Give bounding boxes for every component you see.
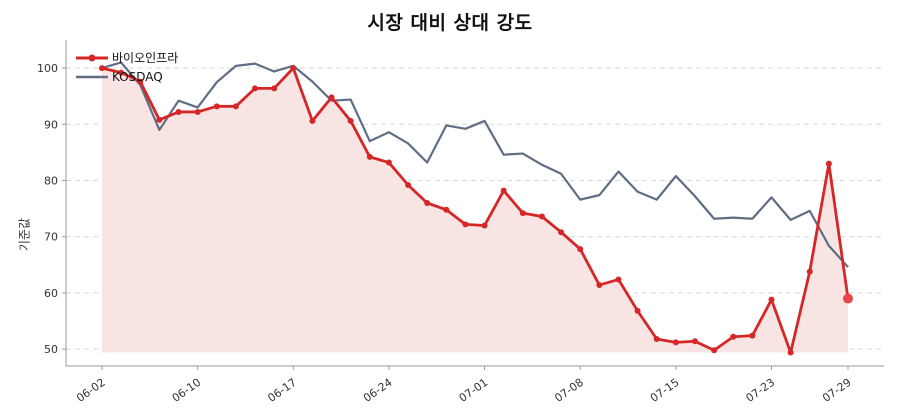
stock-point-3 xyxy=(156,116,163,123)
stock-point-0 xyxy=(99,65,105,72)
legend: 바이오인프라 KOSDAQ xyxy=(76,48,178,86)
x-tick-label-07-15: 07-15 xyxy=(648,376,682,405)
y-tick-label-80: 80 xyxy=(44,175,58,188)
x-tick-label-07-08: 07-08 xyxy=(552,376,586,405)
stock-point-23 xyxy=(538,213,545,220)
stock-point-38 xyxy=(825,160,832,167)
stock-point-17 xyxy=(424,200,431,206)
stock-point-21 xyxy=(500,187,507,194)
stock-point-25 xyxy=(577,246,584,253)
stock-point-16 xyxy=(405,182,412,189)
series-line-stock xyxy=(101,66,850,354)
stock-point-35 xyxy=(768,296,775,303)
stock-point-6 xyxy=(213,103,220,110)
x-tick-label-06-17: 06-17 xyxy=(265,376,299,405)
legend-item-index: KOSDAQ xyxy=(76,67,178,86)
legend-swatch-stock xyxy=(76,54,108,61)
stock-point-29 xyxy=(653,336,660,343)
stock-point-30 xyxy=(672,339,679,346)
stock-point-33 xyxy=(730,333,737,340)
y-tick-label-100: 100 xyxy=(37,62,58,75)
stock-point-26 xyxy=(596,282,603,289)
stock-point-5 xyxy=(194,108,201,115)
series-line-kosdaq xyxy=(101,61,849,268)
legend-label-index: KOSDAQ xyxy=(112,69,163,84)
x-tick-label-06-24: 06-24 xyxy=(361,376,395,405)
legend-label-stock: 바이오인프라 xyxy=(112,51,179,65)
x-tick-label-06-10: 06-10 xyxy=(170,376,204,405)
stock-point-27 xyxy=(615,276,622,283)
stock-point-14 xyxy=(366,153,373,160)
stock-point-31 xyxy=(691,338,698,345)
x-tick-label-07-01: 07-01 xyxy=(457,376,491,405)
stock-point-28 xyxy=(634,307,641,314)
stock-point-22 xyxy=(519,210,526,217)
stock-last-point xyxy=(843,293,853,304)
stock-point-36 xyxy=(787,349,794,356)
stock-point-18 xyxy=(443,206,450,213)
stock-point-7 xyxy=(232,103,239,110)
y-tick-label-50: 50 xyxy=(44,343,58,356)
stock-point-20 xyxy=(481,222,488,229)
x-tick-label-07-29: 07-29 xyxy=(820,376,854,405)
chart-title: 시장 대비 상대 강도 xyxy=(367,12,533,34)
stock-point-37 xyxy=(806,268,813,275)
stock-point-8 xyxy=(252,85,259,92)
x-tick-label-06-02: 06-02 xyxy=(74,376,108,405)
stock-fill-area xyxy=(102,68,848,353)
stock-point-1 xyxy=(118,69,125,76)
stock-point-15 xyxy=(385,159,392,166)
stock-point-12 xyxy=(328,94,335,101)
y-tick-label-70: 70 xyxy=(44,231,58,244)
stock-point-2 xyxy=(137,78,144,85)
stock-point-10 xyxy=(290,65,297,72)
stock-point-9 xyxy=(271,85,278,92)
stock-point-32 xyxy=(711,347,718,354)
y-tick-label-60: 60 xyxy=(44,287,58,300)
stock-point-13 xyxy=(347,117,354,124)
stock-point-4 xyxy=(175,108,182,115)
stock-point-34 xyxy=(749,332,756,339)
stock-point-24 xyxy=(558,229,565,236)
stock-point-11 xyxy=(309,117,316,124)
stock-point-19 xyxy=(462,221,469,228)
legend-item-stock: 바이오인프라 xyxy=(76,48,178,67)
legend-swatch-index xyxy=(76,75,108,78)
y-tick-label-90: 90 xyxy=(44,118,58,131)
x-tick-label-07-23: 07-23 xyxy=(744,376,778,405)
